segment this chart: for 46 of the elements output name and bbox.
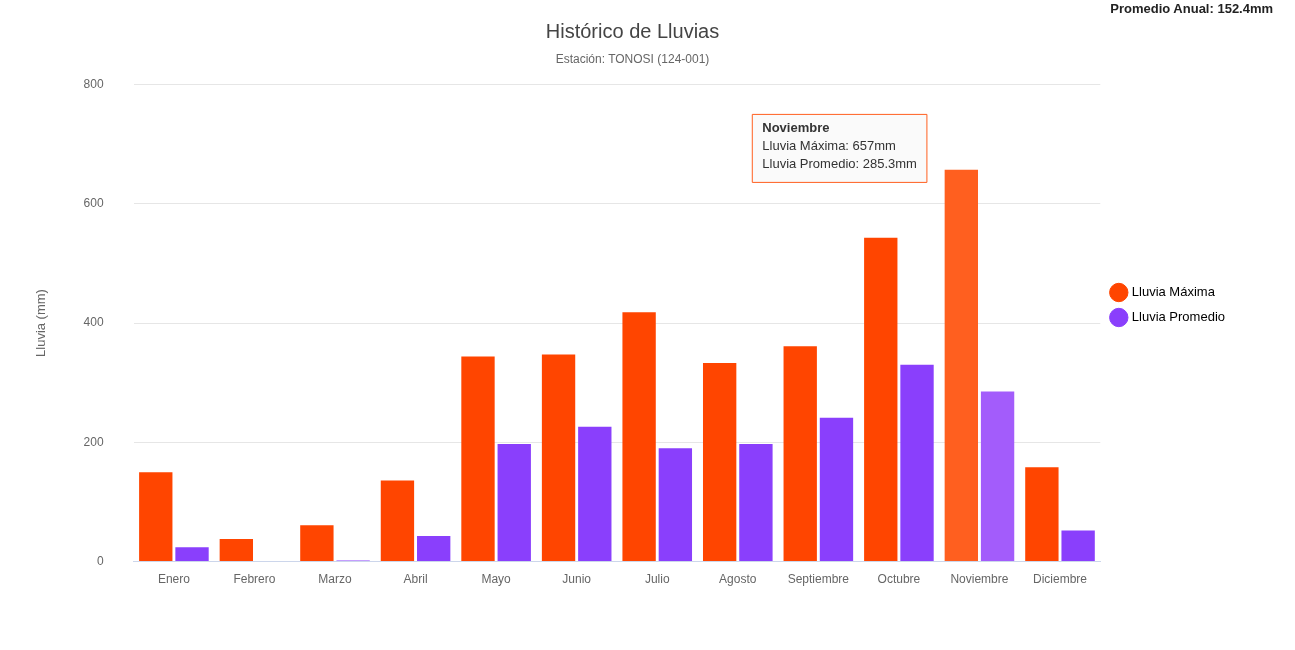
x-tick-label: Noviembre <box>950 572 1009 587</box>
bar <box>783 346 817 562</box>
bar <box>417 535 451 562</box>
y-tick-label: 400 <box>83 315 104 330</box>
bar <box>139 472 173 562</box>
x-tick-label: Junio <box>562 572 592 587</box>
x-tick-label: Septiembre <box>787 572 850 587</box>
bar <box>497 444 531 562</box>
chart-subtitle: Estación: TONOSI (124-001) <box>555 51 710 66</box>
bar <box>578 426 612 562</box>
bar <box>175 547 209 562</box>
bar <box>980 391 1015 562</box>
annotation: Noviembre Lluvia Máxima: 657mm Lluvia Promedio: 285.3mm <box>762 120 917 172</box>
y-axis-title: Lluvia (mm) <box>33 289 49 357</box>
bar <box>1061 530 1095 562</box>
y-tick-label: 800 <box>83 76 104 91</box>
x-tick-label: Julio <box>644 572 670 587</box>
bar <box>819 417 854 562</box>
bar <box>900 364 934 562</box>
bar <box>864 237 898 562</box>
bar <box>739 444 773 562</box>
chart-title: Histórico de Lluvias <box>545 19 720 42</box>
x-tick-label: Octubre <box>877 572 921 587</box>
bar <box>622 312 656 562</box>
bar <box>1025 467 1059 562</box>
bar <box>300 525 334 562</box>
x-tick-label: Enero <box>157 572 191 587</box>
x-tick-label: Agosto <box>719 572 757 587</box>
x-tick-label: Abril <box>403 572 428 587</box>
legend-title: Promedio Anual: 152.4mm <box>1110 1 1274 17</box>
legend-label: Lluvia Máxima <box>1131 284 1216 300</box>
x-tick-label: Diciembre <box>1033 572 1088 587</box>
legend-label: Lluvia Promedio <box>1131 309 1225 325</box>
bar <box>461 356 495 562</box>
bar <box>541 354 576 562</box>
bar <box>219 538 253 562</box>
bar <box>944 169 978 562</box>
x-tick-label: Marzo <box>318 572 352 587</box>
y-tick-label: 600 <box>83 196 104 211</box>
bar <box>658 448 693 562</box>
x-tick-label: Febrero <box>233 572 276 587</box>
x-tick-label: Mayo <box>481 572 512 587</box>
y-tick-label: 0 <box>96 553 104 568</box>
bar <box>702 362 737 562</box>
bar <box>380 480 415 562</box>
y-tick-label: 200 <box>83 434 104 449</box>
